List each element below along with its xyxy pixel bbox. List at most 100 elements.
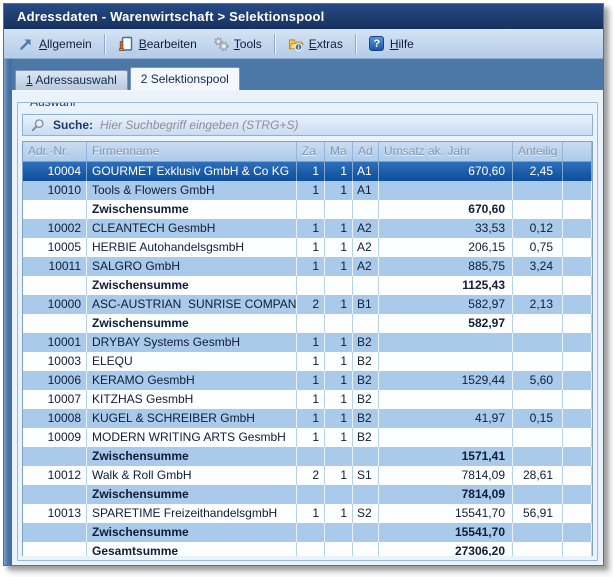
- cell: [563, 485, 592, 504]
- cell: [563, 257, 592, 276]
- toolbar-item-allgemein[interactable]: Allgemein: [10, 33, 100, 55]
- cell: [23, 276, 87, 295]
- cell: [563, 523, 592, 542]
- cell: 1: [297, 352, 325, 371]
- table-row[interactable]: 10004GOURMET Exklusiv GmbH & Co KG11A167…: [23, 162, 592, 181]
- cell: B2: [353, 352, 379, 371]
- cell: A1: [353, 181, 379, 200]
- summary-row: Zwischensumme1125,43: [23, 276, 592, 295]
- cell: A1: [353, 162, 379, 181]
- app-window: Adressdaten - Warenwirtschaft > Selektio…: [3, 3, 604, 566]
- column-header-ad[interactable]: Ad: [353, 142, 379, 161]
- cell: [563, 428, 592, 447]
- column-header-za[interactable]: Za: [297, 142, 325, 161]
- cell: [325, 447, 353, 466]
- table-row[interactable]: 10000ASC-AUSTRIAN SUNRISE COMPANY21B1582…: [23, 295, 592, 314]
- cell: 10006: [23, 371, 87, 390]
- cell: 10000: [23, 295, 87, 314]
- cell: [379, 352, 513, 371]
- cell: 41,97: [379, 409, 513, 428]
- summary-row: Zwischensumme1571,41: [23, 447, 592, 466]
- toolbar-item-label: Extras: [309, 37, 343, 51]
- cell: [563, 542, 592, 556]
- cell: Walk & Roll GmbH: [87, 466, 297, 485]
- cell: [563, 409, 592, 428]
- cell: 5,60: [513, 371, 563, 390]
- cell: [513, 428, 563, 447]
- table-row[interactable]: 10003ELEQU11B2: [23, 352, 592, 371]
- tab-2-selektionspool[interactable]: 2 Selektionspool: [130, 67, 240, 90]
- cell: 1: [325, 352, 353, 371]
- cell: 1: [325, 238, 353, 257]
- table-row[interactable]: 10001DRYBAY Systems GesmbH11B2: [23, 333, 592, 352]
- cell: 1: [325, 333, 353, 352]
- cell: 10003: [23, 352, 87, 371]
- cell: 10004: [23, 162, 87, 181]
- cell: 1: [325, 371, 353, 390]
- cell: [353, 542, 379, 556]
- cell: [563, 504, 592, 523]
- column-header-anteilig[interactable]: Anteilig: [513, 142, 563, 161]
- table-row[interactable]: 10005HERBIE AutohandelsgsmbH11A2206,150,…: [23, 238, 592, 257]
- table-row[interactable]: 10011SALGRO GmbH11A2885,753,24: [23, 257, 592, 276]
- cell: [353, 523, 379, 542]
- summary-row: Zwischensumme15541,70: [23, 523, 592, 542]
- cell: 56,91: [513, 504, 563, 523]
- cell: Tools & Flowers GmbH: [87, 181, 297, 200]
- cell: [563, 390, 592, 409]
- cell: [563, 295, 592, 314]
- column-header-adr-nr-[interactable]: Adr.-Nr.: [23, 142, 87, 161]
- cell: 1: [297, 504, 325, 523]
- tab-1-adressauswahl[interactable]: 1 Adressauswahl: [15, 70, 128, 90]
- table-row[interactable]: 10007KITZHAS GesmbH11B2: [23, 390, 592, 409]
- cell: [23, 314, 87, 333]
- cell: [513, 523, 563, 542]
- toolbar-item-bearbeiten[interactable]: Bearbeiten: [110, 33, 205, 55]
- search-input[interactable]: Suche: Hier Suchbegriff eingeben (STRG+S…: [22, 114, 593, 136]
- cell: 33,53: [379, 219, 513, 238]
- table-row[interactable]: 10013SPARETIME FreizeithandelsgmbH11S215…: [23, 504, 592, 523]
- table-row[interactable]: 10008KUGEL & SCHREIBER GmbH11B241,970,15: [23, 409, 592, 428]
- cell: [513, 390, 563, 409]
- table-row[interactable]: 10009MODERN WRITING ARTS GesmbH11B2: [23, 428, 592, 447]
- cell: [353, 314, 379, 333]
- extras-icon: [288, 36, 304, 52]
- toolbar: Allgemein BearbeitenTools Extras ?Hilfe: [4, 29, 603, 59]
- cell: [325, 276, 353, 295]
- cell: [563, 447, 592, 466]
- cell: SPARETIME FreizeithandelsgmbH: [87, 504, 297, 523]
- cell: [297, 447, 325, 466]
- cell: Gesamtsumme: [87, 542, 297, 556]
- selection-table: Adr.-Nr.FirmennameZaMaAdUmsatz ak. JahrA…: [22, 141, 593, 556]
- cell: [563, 333, 592, 352]
- toolbar-item-tools[interactable]: Tools: [205, 33, 270, 55]
- cell: [297, 542, 325, 556]
- cell: [297, 276, 325, 295]
- cell: 10001: [23, 333, 87, 352]
- column-header-umsatz-ak-jahr[interactable]: Umsatz ak. Jahr: [379, 142, 513, 161]
- cell: [353, 276, 379, 295]
- cell: 10012: [23, 466, 87, 485]
- table-row[interactable]: 10010Tools & Flowers GmbH11A1: [23, 181, 592, 200]
- cell: 206,15: [379, 238, 513, 257]
- cell: [325, 200, 353, 219]
- cell: 1: [297, 371, 325, 390]
- table-row[interactable]: 10012Walk & Roll GmbH21S17814,0928,61: [23, 466, 592, 485]
- toolbar-item-hilfe[interactable]: ?Hilfe: [361, 33, 422, 55]
- search-label: Suche:: [53, 118, 93, 132]
- table-row[interactable]: 10002CLEANTECH GesmbH11A233,530,12: [23, 219, 592, 238]
- column-header-blank[interactable]: [563, 142, 592, 161]
- summary-row: Zwischensumme582,97: [23, 314, 592, 333]
- cell: Zwischensumme: [87, 447, 297, 466]
- table-row[interactable]: 10006KERAMO GesmbH11B21529,445,60: [23, 371, 592, 390]
- column-header-ma[interactable]: Ma: [325, 142, 353, 161]
- cell: 1: [325, 162, 353, 181]
- cell: [297, 523, 325, 542]
- cell: 0,15: [513, 409, 563, 428]
- tab-page-selektionspool: Auswahl Suche: Hier Suchbegriff eingeben…: [12, 90, 603, 565]
- column-header-firmenname[interactable]: Firmenname: [87, 142, 297, 161]
- cell: [297, 314, 325, 333]
- cell: [325, 542, 353, 556]
- cell: 2,13: [513, 295, 563, 314]
- toolbar-item-extras[interactable]: Extras: [280, 33, 351, 55]
